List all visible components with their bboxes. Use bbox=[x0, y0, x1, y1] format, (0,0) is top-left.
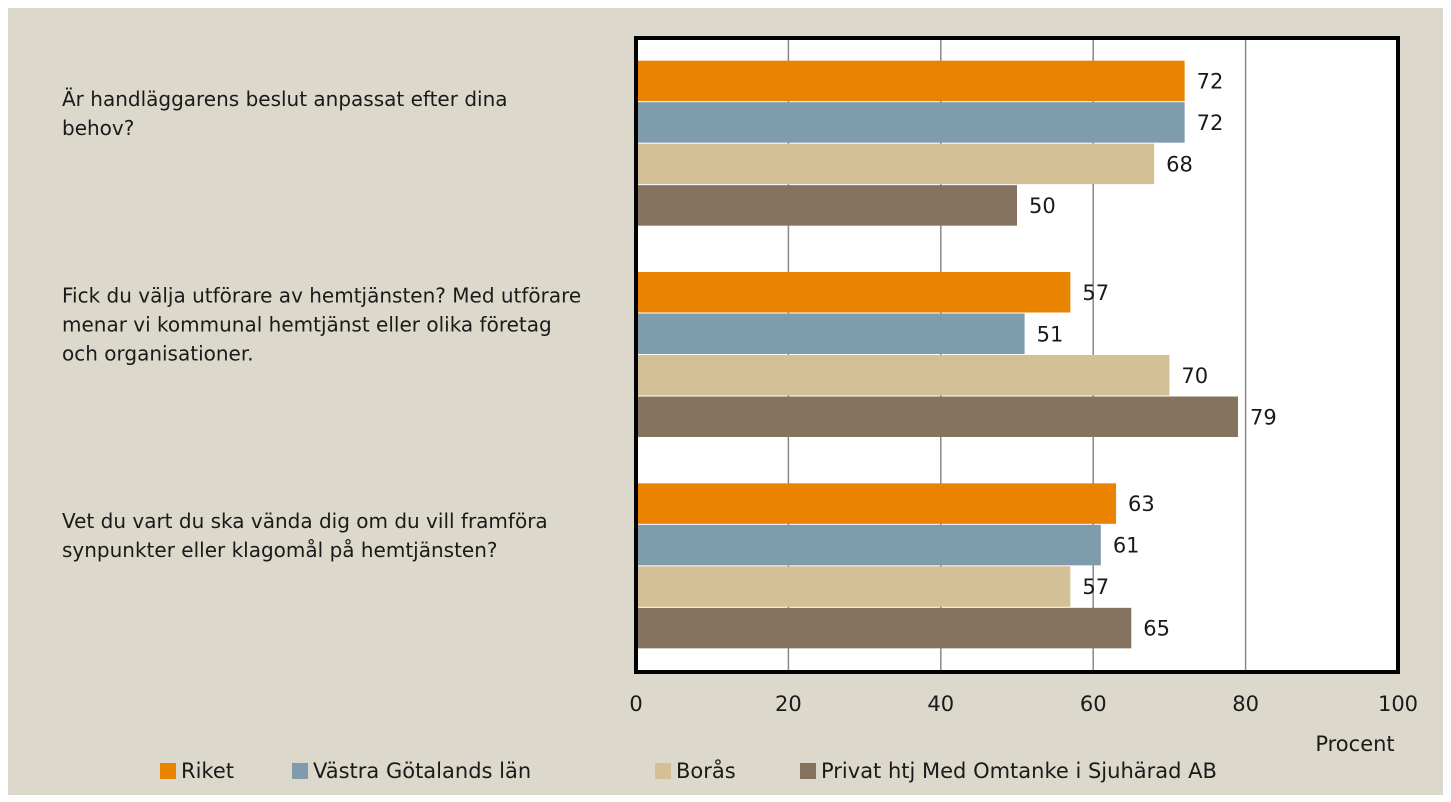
value-label: 72 bbox=[1197, 111, 1224, 135]
value-label: 72 bbox=[1197, 69, 1224, 93]
bar bbox=[636, 60, 1185, 102]
value-label: 57 bbox=[1082, 281, 1109, 305]
bar bbox=[636, 185, 1017, 226]
legend-swatch bbox=[292, 763, 308, 779]
x-tick-label: 100 bbox=[1378, 692, 1418, 716]
legend-label: Privat htj Med Omtanke i Sjuhärad AB bbox=[821, 759, 1217, 783]
category-label: Är handläggarens beslut anpassat efter d… bbox=[62, 86, 508, 140]
value-label: 63 bbox=[1128, 492, 1155, 516]
x-axis-title: Procent bbox=[1315, 732, 1394, 756]
value-label: 68 bbox=[1166, 152, 1193, 176]
category-label: Fick du välja utförare av hemtjänsten? M… bbox=[62, 283, 582, 366]
bar bbox=[636, 524, 1101, 566]
legend-swatch bbox=[800, 763, 816, 779]
bar bbox=[636, 396, 1238, 437]
legend-label: Riket bbox=[181, 759, 234, 783]
value-label: 70 bbox=[1181, 364, 1208, 388]
value-label: 79 bbox=[1250, 405, 1277, 429]
plot-border bbox=[634, 36, 1400, 674]
x-tick-label: 80 bbox=[1232, 692, 1259, 716]
category-label: Vet du vart du ska vända dig om du vill … bbox=[62, 509, 548, 563]
bar bbox=[636, 313, 1025, 354]
bar bbox=[636, 566, 1071, 607]
bar bbox=[636, 272, 1071, 313]
x-tick-label: 40 bbox=[927, 692, 954, 716]
legend-swatch bbox=[160, 763, 176, 779]
bar bbox=[636, 102, 1185, 143]
legend-label: Västra Götalands län bbox=[313, 759, 531, 783]
x-tick-label: 60 bbox=[1080, 692, 1107, 716]
bar bbox=[636, 355, 1170, 396]
value-label: 50 bbox=[1029, 194, 1056, 218]
legend-label: Borås bbox=[676, 758, 736, 783]
value-label: 65 bbox=[1143, 617, 1170, 641]
bar bbox=[636, 607, 1132, 649]
x-tick-label: 20 bbox=[775, 692, 802, 716]
x-tick-label: 0 bbox=[629, 692, 642, 716]
bar bbox=[636, 143, 1155, 185]
legend-swatch bbox=[655, 763, 671, 779]
value-label: 61 bbox=[1113, 534, 1140, 558]
value-label: 51 bbox=[1037, 322, 1064, 346]
value-label: 57 bbox=[1082, 575, 1109, 599]
bar bbox=[636, 483, 1117, 524]
